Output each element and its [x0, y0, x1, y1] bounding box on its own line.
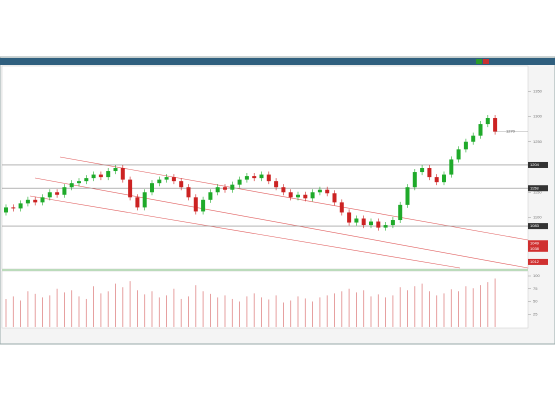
candle-body: [361, 218, 366, 226]
plot: 1100115012001250130013502550751001204115…: [2, 88, 548, 327]
y-tick-label: 1100: [533, 215, 542, 220]
candle-body: [485, 118, 490, 125]
candle-body: [62, 187, 67, 195]
candle-body: [179, 181, 184, 188]
candle-body: [55, 192, 60, 195]
candle-body: [171, 177, 176, 182]
candle-body: [310, 192, 315, 199]
candle-body: [128, 179, 133, 198]
level-label-box: [528, 223, 548, 230]
candle-body: [493, 118, 498, 132]
candle-body: [98, 174, 103, 178]
candle-body: [11, 207, 16, 209]
candle-body: [77, 181, 81, 184]
alert-label: 1049: [530, 240, 540, 245]
candle-body: [317, 189, 322, 193]
candle-body: [69, 183, 74, 188]
candle-body: [186, 187, 191, 198]
candle-body: [40, 197, 45, 203]
alert-label: 1038: [530, 246, 540, 251]
candle-body: [449, 159, 454, 175]
candle-body: [405, 187, 410, 205]
y-tick-label: 1150: [533, 189, 542, 194]
candle-body: [274, 181, 279, 188]
candle-body: [281, 187, 286, 193]
candle-body: [91, 174, 96, 179]
volume-panel: [1, 270, 529, 329]
candle-body: [398, 204, 403, 221]
y-tick-label: 1300: [533, 114, 543, 119]
candle-body: [201, 199, 206, 212]
candle-body: [106, 171, 111, 178]
last-price-label: 1270: [506, 129, 516, 134]
level-label: 1204: [530, 162, 540, 167]
level-label-box: [528, 161, 548, 168]
candle-body: [303, 194, 308, 199]
candle-body: [223, 187, 227, 190]
toolbar: [0, 58, 555, 65]
candle-body: [478, 124, 483, 136]
candle-body: [113, 168, 118, 172]
candle-body: [142, 192, 147, 208]
alert-label-box: [528, 245, 548, 252]
candle-body: [471, 135, 476, 142]
candle-body: [369, 221, 373, 226]
price-panel: [1, 65, 529, 270]
candle-body: [244, 176, 249, 180]
candle-body: [332, 193, 337, 203]
candle-body: [4, 207, 8, 213]
candle-body: [252, 176, 257, 179]
candle-body: [456, 149, 461, 160]
candle-body: [18, 203, 23, 209]
candle-body: [25, 199, 30, 204]
candle-body: [47, 192, 52, 198]
toolbar-button[interactable]: [476, 59, 482, 64]
alert-label-box: [528, 258, 548, 265]
candle-body: [296, 194, 300, 198]
candle-body: [427, 168, 432, 178]
candle-body: [208, 192, 213, 200]
candle-body: [412, 172, 417, 188]
candle-body: [442, 174, 446, 183]
y-tick-label: 1250: [533, 139, 543, 144]
toolbar-button[interactable]: [483, 59, 489, 64]
level-label: 1083: [530, 223, 540, 228]
candle-body: [84, 178, 89, 182]
volume-tick-label: 50: [533, 299, 538, 304]
candle-body: [434, 177, 439, 183]
candle-body: [325, 189, 330, 194]
alert-label-box: [528, 240, 548, 247]
candle-body: [354, 218, 359, 223]
candle-body: [237, 179, 242, 185]
candle-body: [420, 168, 425, 173]
candle-body: [383, 225, 388, 228]
level-label-box: [528, 185, 548, 192]
candle-body: [347, 212, 352, 223]
volume-tick-label: 75: [533, 286, 538, 291]
candle-body: [259, 174, 264, 179]
candle-body: [376, 221, 381, 228]
candle-body: [230, 184, 235, 190]
candle-body: [463, 141, 468, 150]
candle-body: [266, 174, 271, 182]
candle-body: [390, 220, 395, 226]
alert-label: 1012: [530, 259, 540, 264]
candle-body: [157, 179, 162, 184]
candle-body: [120, 168, 125, 180]
volume-tick-label: 25: [533, 311, 538, 316]
level-label: 1158: [530, 185, 539, 190]
y-tick-label: 1350: [533, 88, 543, 93]
candle-body: [339, 202, 344, 213]
candle-body: [135, 197, 140, 208]
candle-body: [164, 177, 169, 180]
candle-body: [150, 183, 154, 193]
candle-body: [193, 197, 198, 212]
candle-body: [215, 187, 220, 193]
volume-tick-label: 100: [533, 273, 540, 278]
candle-body: [288, 192, 293, 198]
candle-body: [33, 199, 38, 203]
